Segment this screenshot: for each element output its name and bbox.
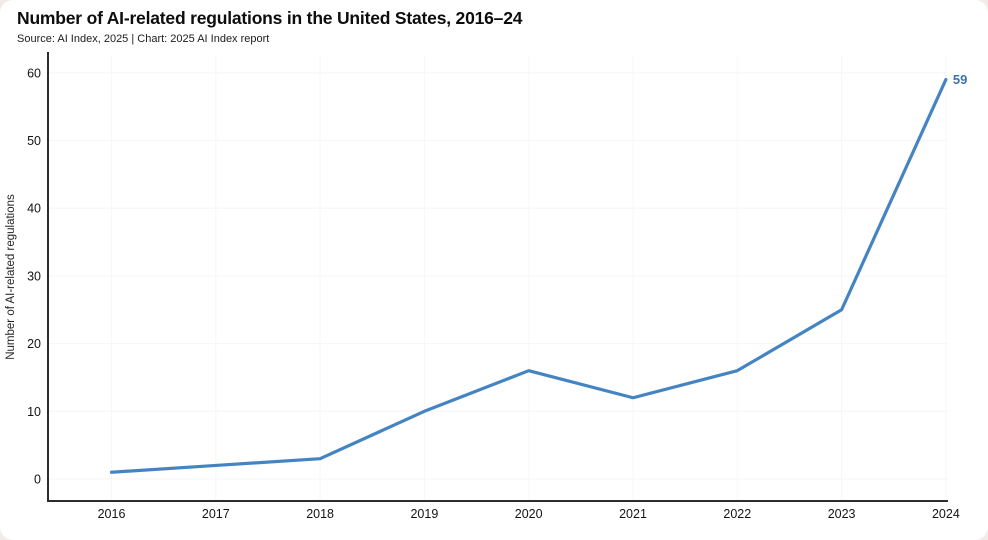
- y-tick-label: 10: [27, 405, 41, 419]
- chart-source-line: Source: AI Index, 2025 | Chart: 2025 AI …: [17, 32, 270, 45]
- trend-line: [109, 77, 948, 474]
- x-tick-label: 2024: [932, 507, 960, 521]
- chart-header: Number of AI-related regulations in the …: [17, 8, 522, 45]
- x-tick-label: 2018: [306, 507, 334, 521]
- end-point-label: 59: [953, 72, 967, 87]
- y-tick-label: 30: [27, 269, 41, 283]
- y-tick-label: 20: [27, 337, 41, 351]
- y-tick-label: 0: [34, 473, 41, 487]
- x-tick-label: 2020: [515, 507, 543, 521]
- y-axis-label: Number of AI-related regulations: [5, 194, 17, 360]
- x-tick-label: 2023: [828, 507, 856, 521]
- x-tick-label: 2016: [98, 507, 126, 521]
- x-tick-label: 2021: [619, 507, 647, 521]
- x-tick-label: 2017: [202, 507, 230, 521]
- x-tick-label: 2019: [410, 507, 438, 521]
- y-tick-label: 40: [27, 202, 41, 216]
- x-tick-label: 2022: [723, 507, 751, 521]
- y-tick-label: 60: [27, 66, 41, 80]
- chart-title: Number of AI-related regulations in the …: [17, 8, 523, 28]
- y-tick-label: 50: [27, 134, 41, 148]
